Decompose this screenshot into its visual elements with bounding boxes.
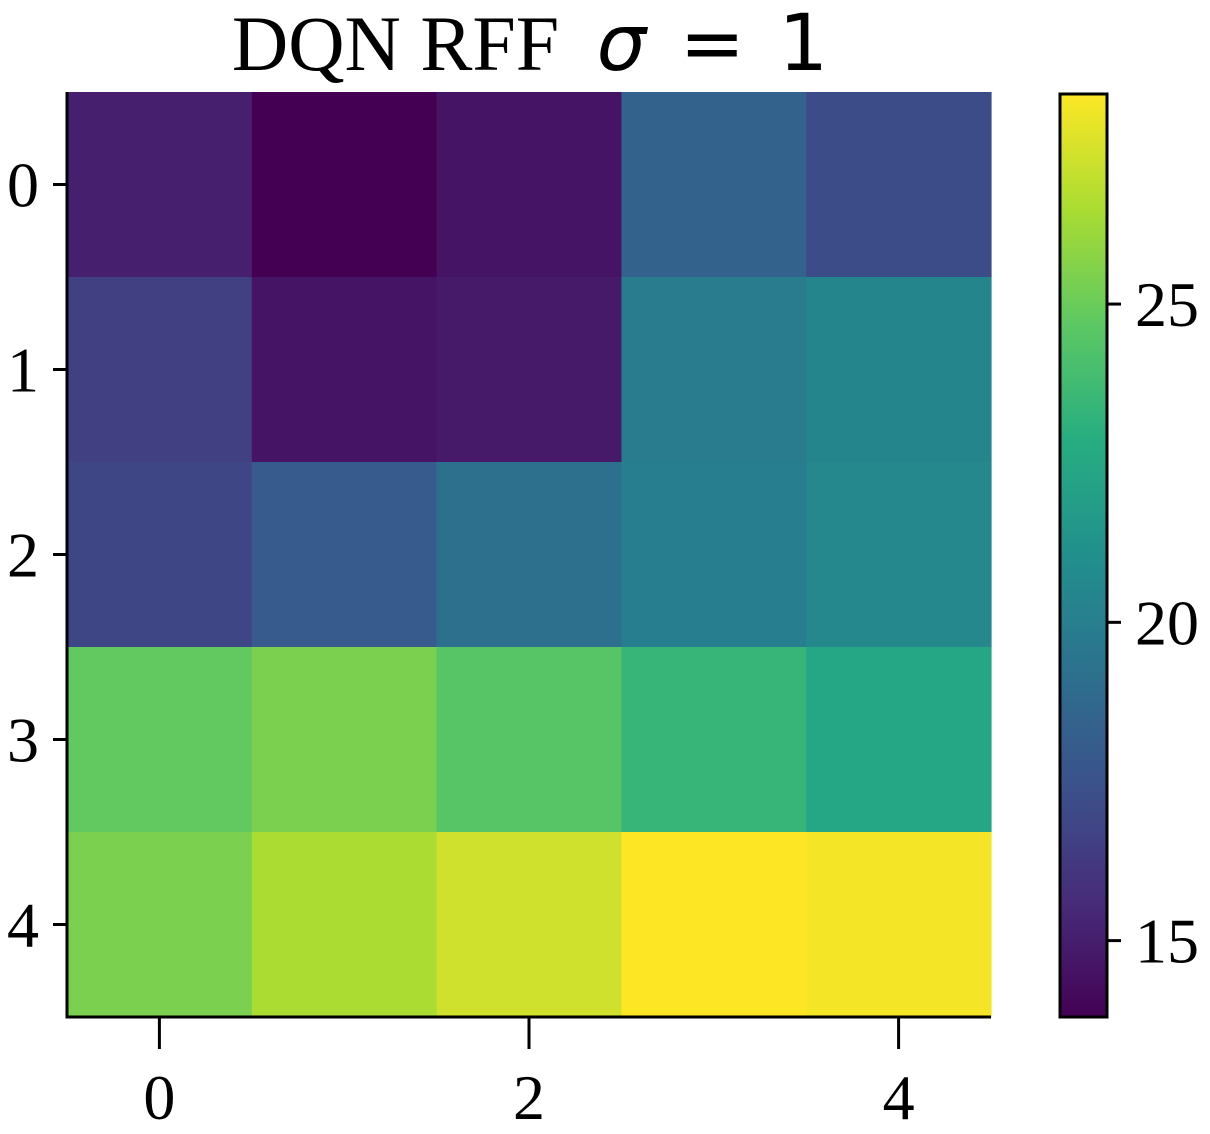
colorbar-tick-label-25: 25	[1135, 269, 1199, 340]
heatmap-cell-r2-c0	[67, 462, 253, 648]
y-tick-label-3: 3	[7, 705, 39, 776]
heatmap-cell-r1-c1	[251, 277, 438, 463]
heatmap-cell-r3-c4	[806, 647, 992, 833]
colorbar-tick-label-20: 20	[1135, 587, 1199, 658]
heatmap-cell-r4-c1	[251, 832, 438, 1018]
x-tick-label-2: 2	[513, 1062, 545, 1133]
y-tick-label-4: 4	[7, 890, 39, 961]
heatmap-cell-r0-c4	[806, 92, 992, 278]
heatmap-cell-r2-c1	[251, 462, 438, 648]
colorbar: 15 20 25	[1058, 92, 1199, 1019]
heatmap-cell-r4-c3	[621, 832, 807, 1018]
colorbar-frame	[1058, 92, 1109, 1019]
heatmap-cell-r0-c3	[621, 92, 807, 278]
heatmap-cell-r2-c2	[436, 462, 622, 648]
heatmap-cell-r3-c2	[436, 647, 622, 833]
heatmap-cell-r3-c1	[251, 647, 438, 833]
heatmap-cell-r4-c2	[436, 832, 622, 1018]
chart-title-value: 1	[778, 0, 828, 89]
heatmap-cell-r1-c4	[806, 277, 992, 463]
colorbar-gradient	[1060, 94, 1107, 1017]
heatmap-cell-r1-c3	[621, 277, 807, 463]
x-tick-label-0: 0	[143, 1062, 175, 1133]
chart-title-text: DQN RFF	[232, 0, 559, 87]
y-tick-label-2: 2	[7, 520, 39, 591]
heatmap-cell-r2-c3	[621, 462, 807, 648]
heatmap-cell-r0-c0	[67, 92, 253, 278]
heatmap-axes: 0 1 2 3 4 0 2 4	[7, 92, 991, 1133]
heatmap-cell-r1-c0	[67, 277, 253, 463]
y-tick-label-1: 1	[7, 335, 39, 406]
heatmap-cells	[67, 92, 992, 1018]
chart-title-sigma: σ	[597, 0, 649, 89]
heatmap-cell-r3-c3	[621, 647, 807, 833]
y-tick-label-0: 0	[7, 150, 39, 221]
heatmap-cell-r3-c0	[67, 647, 253, 833]
heatmap-cell-r0-c1	[251, 92, 438, 278]
chart-title: DQN RFF σ = 1	[232, 0, 828, 89]
heatmap-cell-r4-c4	[806, 832, 992, 1018]
heatmap-cell-r0-c2	[436, 92, 622, 278]
colorbar-tick-label-15: 15	[1135, 906, 1199, 977]
chart-title-equals: =	[680, 0, 745, 89]
heatmap-cell-r2-c4	[806, 462, 992, 648]
heatmap-cell-r4-c0	[67, 832, 253, 1018]
heatmap-cell-r1-c2	[436, 277, 622, 463]
x-tick-label-4: 4	[883, 1062, 915, 1133]
